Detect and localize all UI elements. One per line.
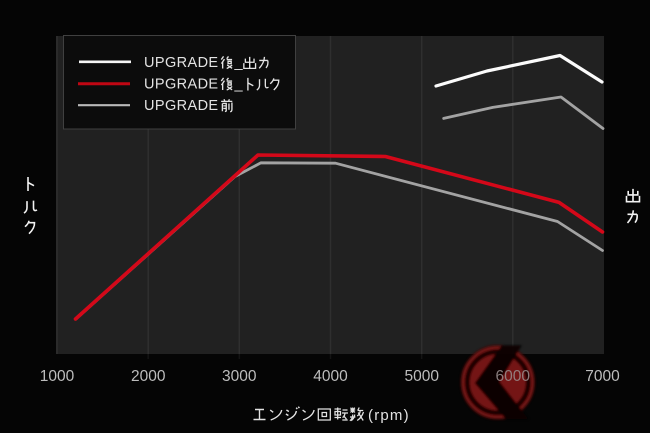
svg-text:3000: 3000: [222, 368, 257, 385]
svg-text:(rpm): (rpm): [368, 407, 410, 424]
svg-text:UPGRADE: UPGRADE: [144, 77, 219, 93]
svg-text:6000: 6000: [496, 368, 531, 385]
svg-text:7000: 7000: [585, 368, 620, 385]
svg-text:UPGRADE: UPGRADE: [144, 98, 219, 114]
svg-text:4000: 4000: [313, 368, 348, 385]
svg-text:_: _: [234, 55, 244, 71]
svg-text:_: _: [234, 77, 244, 93]
svg-text:UPGRADE: UPGRADE: [144, 55, 219, 71]
svg-text:2000: 2000: [131, 368, 166, 385]
svg-text:5000: 5000: [404, 368, 439, 385]
svg-text:1000: 1000: [40, 368, 75, 385]
